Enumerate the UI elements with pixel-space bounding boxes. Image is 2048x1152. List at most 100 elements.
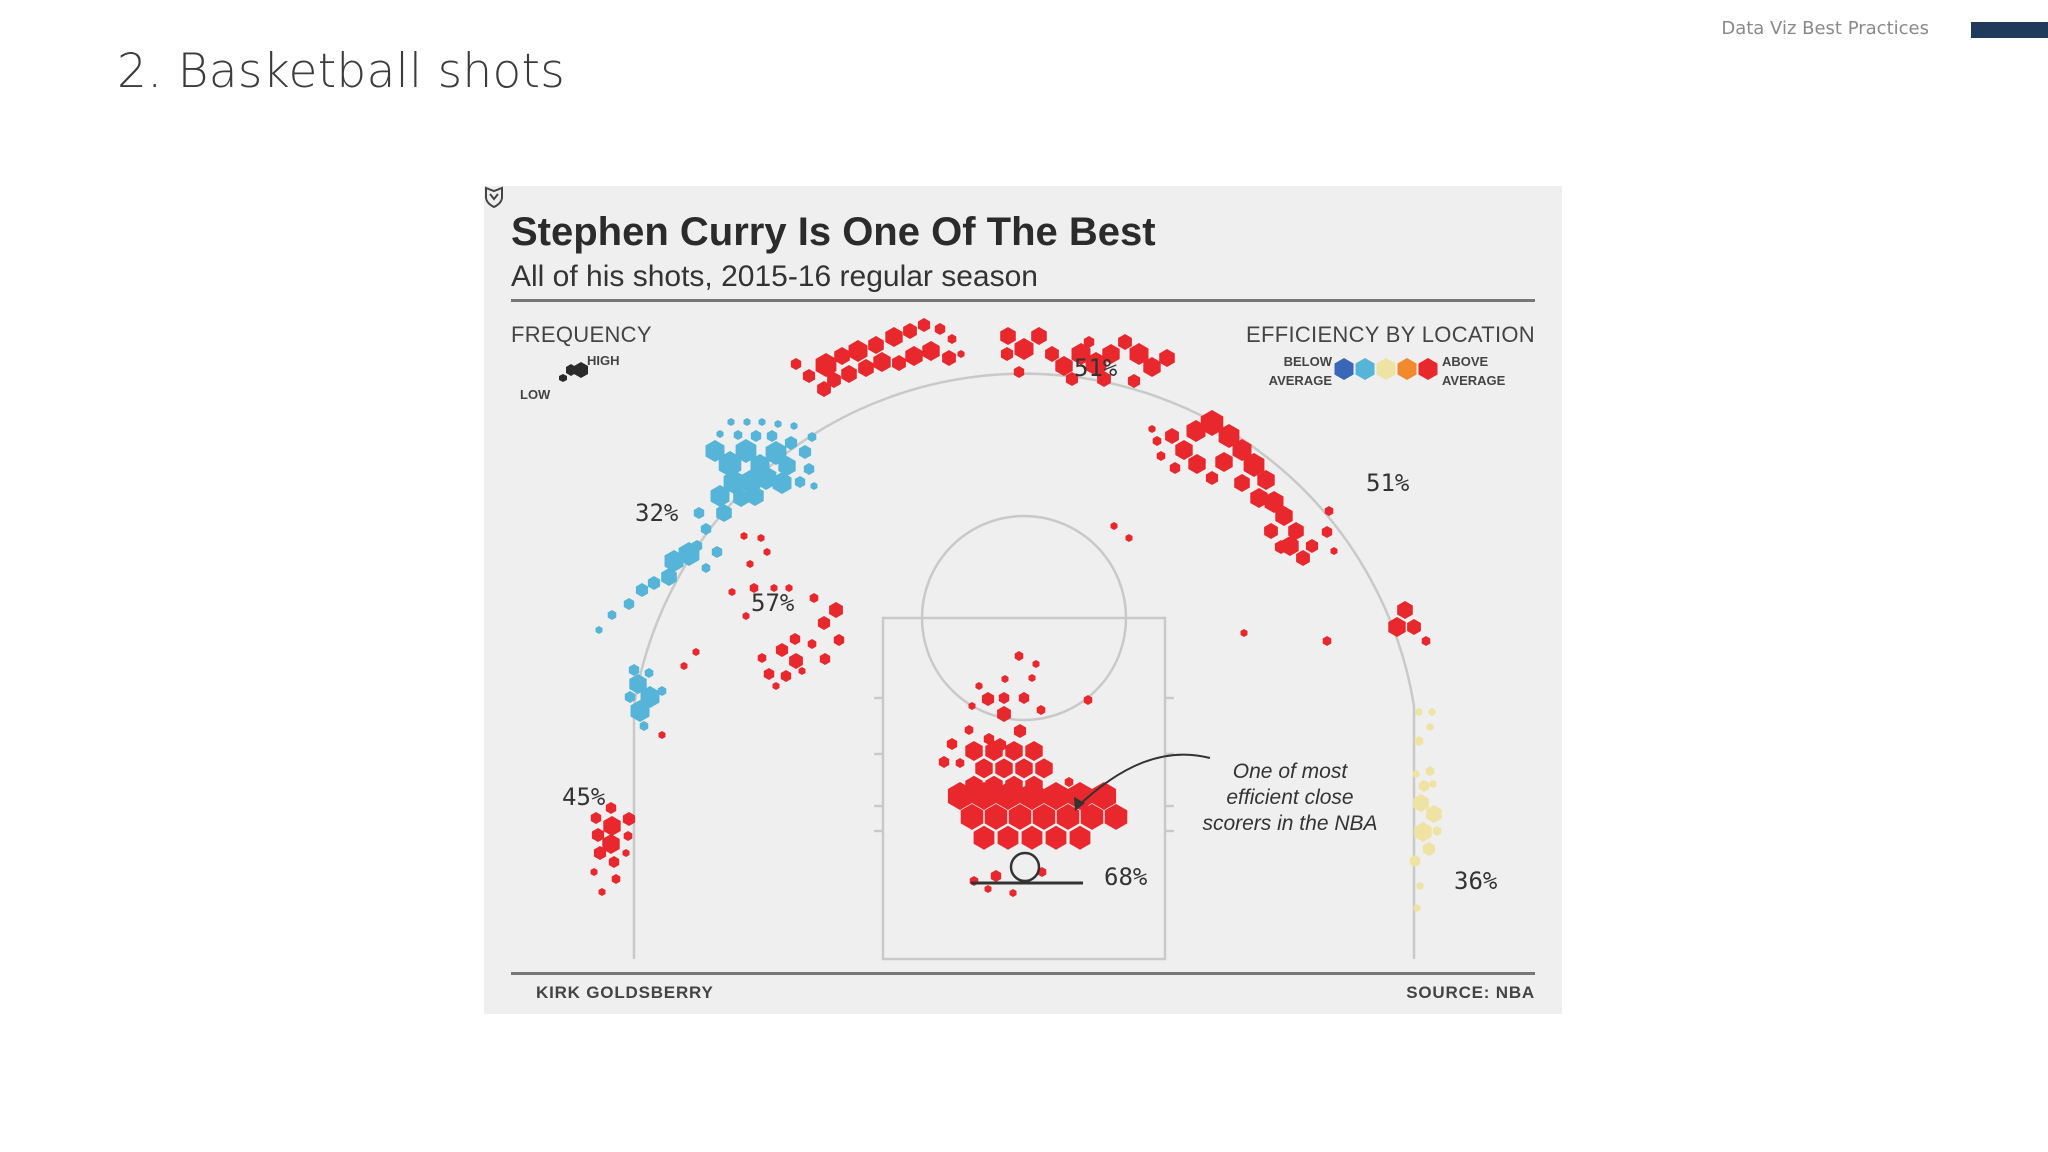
shot-hex [841,365,857,383]
shot-hex [701,563,711,573]
shot-hex [622,849,630,857]
shot-hex [639,721,649,731]
shot-hex [1125,534,1133,542]
shot-hex [591,828,605,842]
shot-hex [1110,522,1118,530]
title-rule [511,299,1535,302]
shot-hex [1067,782,1093,810]
shot-hex [798,667,806,675]
shot-hex [942,350,956,366]
shot-hex [678,542,700,566]
shot-hex [983,733,995,745]
figure-subtitle: All of his shots, 2015-16 regular season [511,260,1038,293]
shot-hex [1232,439,1252,461]
shot-hex [984,803,1008,830]
shot-hex [1102,344,1120,364]
shot-hex [657,686,667,696]
shot-hex [1275,506,1293,526]
backboard-hoop [971,851,1083,885]
shot-hex [710,485,730,507]
shot-hex [1025,775,1043,796]
shot-hex [1065,372,1079,386]
shot-hex [630,700,650,722]
shot-hex [1015,758,1033,779]
shot-hex [711,546,723,558]
shield-logo-icon [485,186,503,208]
shot-hex [1036,705,1046,715]
shot-hex [1097,371,1111,387]
shot-hex [735,439,757,463]
shot-hex [775,643,789,657]
shot-hex [1052,785,1064,797]
shot-hex [1432,826,1442,836]
shot-hex [1005,741,1023,761]
frequency-legend-low: LOW [520,387,551,402]
shot-hex [1064,777,1074,787]
shot-hex [746,560,754,568]
slide-title: 2. Basketball shots [117,44,566,99]
shot-hex [755,466,777,490]
shot-chart-figure: Stephen Curry Is One Of The Best All of … [484,186,1562,1014]
shot-hex [981,692,995,706]
annotation-arrowhead [1074,797,1085,811]
shot-hex [661,568,677,586]
shot-hexagons [590,318,1442,912]
shot-hex [603,816,621,836]
shot-hex [749,583,759,593]
shot-hex [993,738,1007,752]
shot-hex [658,731,666,739]
shot-hex [1104,803,1128,830]
shot-hex [947,334,957,344]
shot-hex [602,834,620,854]
shot-hex [774,420,782,428]
shot-hex [1376,358,1396,380]
shot-hex [817,616,831,630]
footer-source: SOURCE: NBA [1406,983,1535,1002]
shot-hex [780,670,792,682]
shot-hex [1334,358,1354,380]
shot-hex [1127,374,1141,388]
shot-hex [716,430,724,438]
shot-hex [858,359,874,377]
zone-label-top: 51% [1074,354,1118,382]
shot-hex [960,803,984,830]
shot-hex [705,440,725,462]
shot-hex [809,593,819,603]
shot-hex [1055,356,1073,376]
shot-hex [1264,523,1278,539]
zone-label-right-wing: 51% [1366,469,1410,497]
annotation-arrow [1075,753,1211,809]
shot-hex [1152,436,1162,446]
shot-hex [1069,825,1091,850]
shot-hex [1031,327,1047,345]
shot-hex [590,868,598,876]
shot-hex [644,668,654,678]
shot-hex [934,323,946,335]
shot-hex [997,825,1019,850]
shot-hex [1013,366,1025,378]
shot-hex [1200,410,1224,436]
shot-hex [790,422,798,430]
efficiency-below-line2: AVERAGE [1268,373,1332,388]
annotation-line-3: scorers in the NBA [1202,812,1378,835]
shot-hex [1083,695,1093,705]
shot-hex [727,418,735,426]
shot-hex [815,353,837,377]
shot-hex [1001,675,1009,683]
zone-label-restricted-area: 68% [1104,863,1148,891]
shot-hex [1013,724,1027,738]
legend-hex-large [574,362,588,378]
annotation-line-1: One of most [1232,760,1348,783]
shot-hex [1418,358,1438,380]
shot-hex [1288,522,1304,540]
shot-hex [772,472,792,494]
figure-title: Stephen Curry Is One Of The Best [511,210,1156,254]
shot-hex [1165,428,1179,444]
shot-hex [1014,651,1024,661]
shot-hex [1234,474,1250,492]
shot-hex [833,634,845,646]
shot-hex [975,682,983,690]
shot-hex [1321,526,1333,538]
shot-hex [1008,803,1032,830]
shot-hex [1257,470,1275,490]
